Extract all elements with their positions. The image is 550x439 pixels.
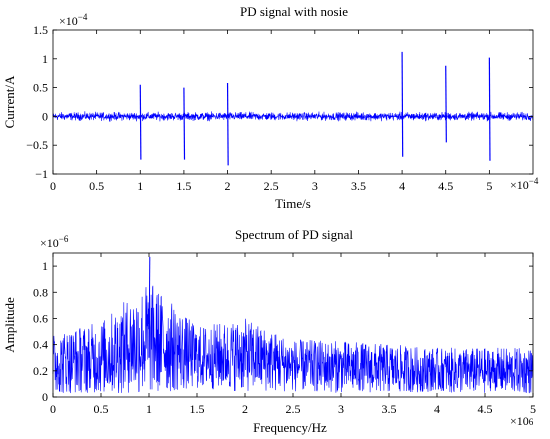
y-tick-label: 0.8 <box>33 285 48 299</box>
spectrum-series <box>52 285 534 394</box>
y-tick-label: 1 <box>42 52 48 66</box>
plot-1-title: PD signal with nosie <box>240 4 348 19</box>
pd-pulse <box>183 87 186 160</box>
x-tick-label: 4 <box>434 402 440 416</box>
plot-1-y-exponent-power: −4 <box>78 12 88 22</box>
x-tick-label: 4 <box>399 179 405 193</box>
plot-2-axes: 0 0.5 1 1.5 2 2.5 3 3.5 4 4.5 5 0 0.2 0.4 0.6 0.8 1 <box>33 253 536 416</box>
plot-2-y-exponent: ×10−6 <box>40 234 69 250</box>
plot-2-series <box>52 256 534 394</box>
plot-1-y-label: Current/A <box>2 75 17 128</box>
plot-2-y-exponent-base: ×10 <box>40 236 59 250</box>
y-tick-label: 0.6 <box>33 311 48 325</box>
plot-2-y-label: Amplitude <box>2 297 17 353</box>
plot-1-y-exponent: ×10−4 <box>59 12 88 28</box>
y-tick-label: 0 <box>42 109 48 123</box>
x-tick-label: 0.5 <box>94 402 109 416</box>
plot-2-x-exponent-base: ×10 <box>510 414 529 428</box>
pd-pulse <box>401 51 404 157</box>
plot-2: Spectrum of PD signal ×10−6 0 0.5 1 1.5 2 2.5… <box>2 227 536 435</box>
y-tick-label: −1 <box>35 167 48 181</box>
x-tick-label: 2.5 <box>264 179 279 193</box>
x-tick-label: 3 <box>338 402 344 416</box>
x-tick-label: 1 <box>137 179 143 193</box>
x-tick-label: 3.5 <box>351 179 366 193</box>
y-tick-label: 1 <box>42 259 48 273</box>
x-tick-label: 4.5 <box>438 179 453 193</box>
x-tick-label: 2 <box>225 179 231 193</box>
plot-1-x-exponent: ×10−4 <box>510 176 539 192</box>
pd-pulse <box>488 57 491 161</box>
x-tick-label: 3 <box>312 179 318 193</box>
plot-2-x-exponent-power: 6 <box>529 417 534 427</box>
x-tick-label: 1.5 <box>176 179 191 193</box>
x-tick-label: 0 <box>50 402 56 416</box>
plot-1-y-exponent-base: ×10 <box>59 14 78 28</box>
plot-1-axes: 0 0.5 1 1.5 2 2.5 3 3.5 4 4.5 5 −1 −0.5 0 0.5 1 1.5 <box>26 23 533 193</box>
x-tick-label: 5 <box>530 402 536 416</box>
plot-1-x-exponent-base: ×10 <box>510 178 529 192</box>
y-tick-label: 0 <box>42 390 48 404</box>
plot-1-x-exponent-power: −4 <box>529 176 539 186</box>
plot-2-title: Spectrum of PD signal <box>235 227 353 242</box>
spectrum-peak <box>148 256 151 358</box>
pd-pulse <box>226 82 229 166</box>
y-tick-label: 1.5 <box>33 23 48 37</box>
signal-series <box>52 111 534 122</box>
pd-pulse <box>139 84 142 160</box>
y-tick-label: −0.5 <box>26 138 48 152</box>
plot-2-x-label: Frequency/Hz <box>253 420 327 435</box>
plot-1-series <box>52 51 534 166</box>
y-tick-label: 0.2 <box>33 364 48 378</box>
plot-2-frame <box>52 252 534 398</box>
x-tick-label: 3.5 <box>382 402 397 416</box>
plot-1-frame <box>52 29 534 175</box>
x-tick-label: 1 <box>146 402 152 416</box>
pd-pulse <box>445 65 447 143</box>
x-tick-label: 5 <box>486 179 492 193</box>
x-tick-label: 1.5 <box>190 402 205 416</box>
x-tick-label: 2 <box>242 402 248 416</box>
y-tick-label: 0.5 <box>33 81 48 95</box>
x-tick-label: 0.5 <box>89 179 104 193</box>
plot-1-x-label: Time/s <box>275 196 311 211</box>
x-tick-label: 2.5 <box>286 402 301 416</box>
x-tick-label: 0 <box>50 179 56 193</box>
x-tick-label: 4.5 <box>478 402 493 416</box>
y-tick-label: 0.4 <box>33 338 48 352</box>
plot-2-y-exponent-power: −6 <box>59 234 69 244</box>
plot-2-x-exponent: ×10−66 <box>510 414 534 428</box>
plot-1: PD signal with nosie ×10−4 0 0.5 1 1.5 2 2.5 3… <box>2 4 539 211</box>
